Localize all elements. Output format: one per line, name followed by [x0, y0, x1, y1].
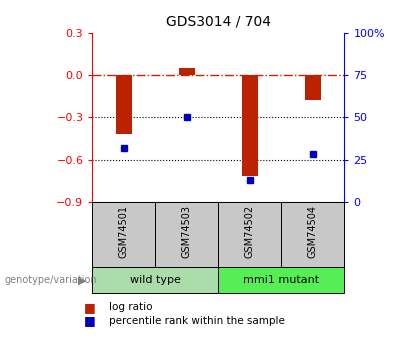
Text: genotype/variation: genotype/variation: [4, 275, 97, 285]
Text: percentile rank within the sample: percentile rank within the sample: [109, 316, 285, 326]
Bar: [155, 202, 218, 267]
Bar: [218, 202, 281, 267]
Text: ■: ■: [84, 314, 96, 327]
Bar: [281, 202, 344, 267]
Bar: [305, 75, 321, 100]
Text: GSM74501: GSM74501: [119, 205, 129, 258]
Bar: [179, 68, 195, 75]
Bar: [242, 75, 258, 177]
Title: GDS3014 / 704: GDS3014 / 704: [166, 15, 271, 29]
Text: GSM74503: GSM74503: [182, 205, 192, 258]
Text: GSM74502: GSM74502: [245, 205, 255, 258]
Bar: [92, 202, 155, 267]
Bar: [218, 267, 344, 293]
Bar: [92, 267, 218, 293]
Text: log ratio: log ratio: [109, 302, 153, 312]
Text: ▶: ▶: [78, 275, 86, 285]
Text: ■: ■: [84, 300, 96, 314]
Bar: [116, 75, 132, 134]
Text: GSM74504: GSM74504: [308, 205, 318, 258]
Text: wild type: wild type: [130, 275, 181, 285]
Text: mmi1 mutant: mmi1 mutant: [243, 275, 320, 285]
